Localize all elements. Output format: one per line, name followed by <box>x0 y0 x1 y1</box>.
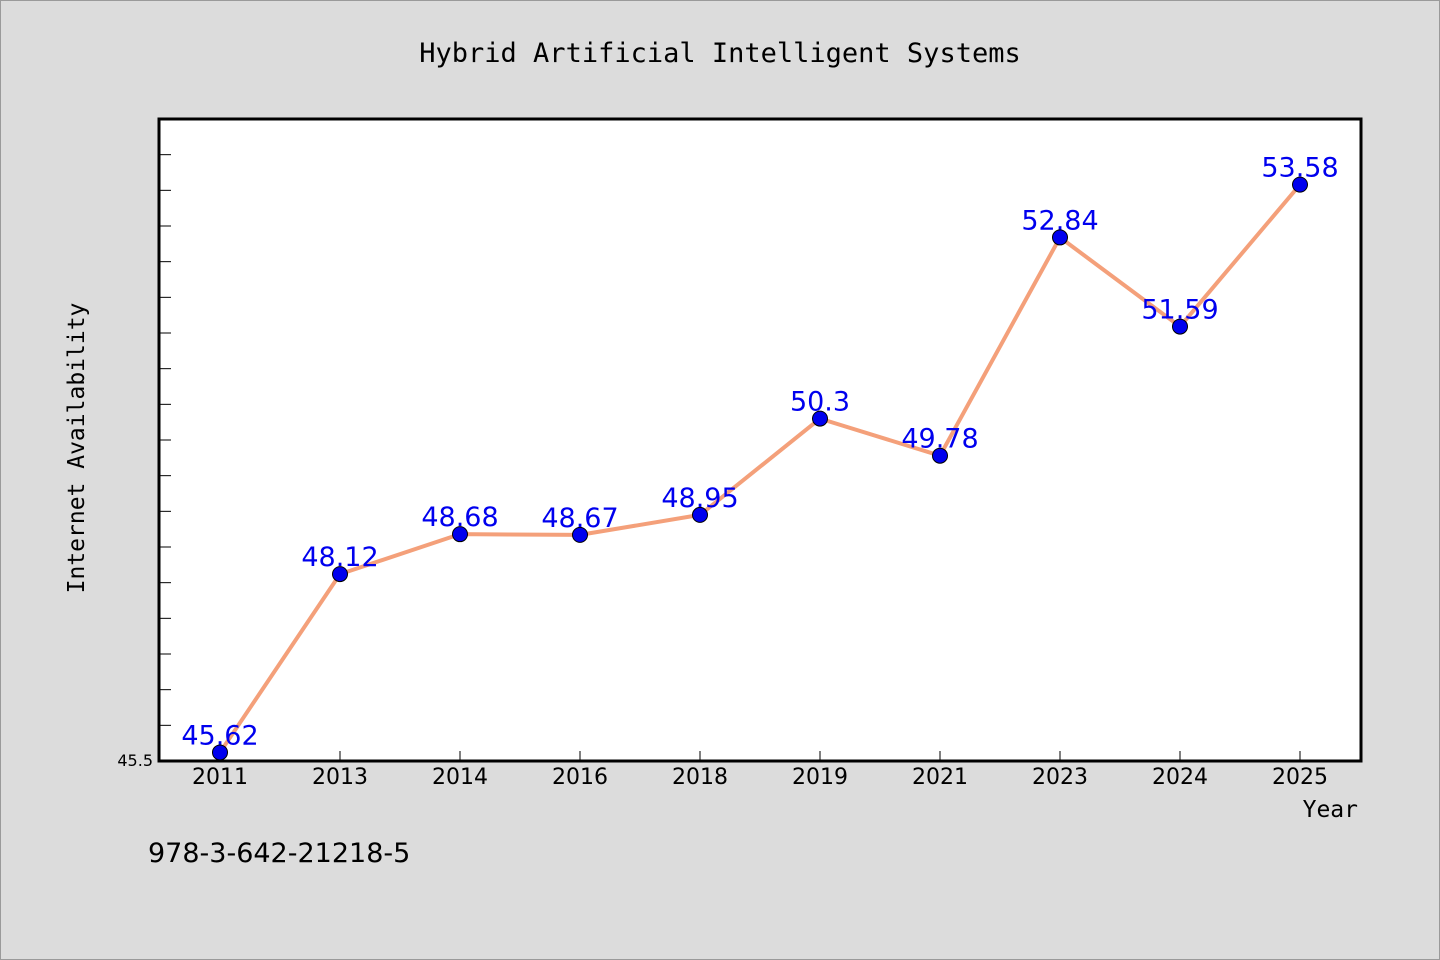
plot-area <box>157 117 1363 763</box>
x-tick-label: 2024 <box>1152 765 1208 790</box>
data-label: 52.84 <box>1021 205 1098 236</box>
isbn-annotation: 978-3-642-21218-5 <box>148 838 410 869</box>
data-label: 48.95 <box>661 483 738 514</box>
data-label: 48.67 <box>541 503 618 534</box>
data-point <box>452 526 468 543</box>
x-tick-label: 2014 <box>432 765 488 790</box>
data-point <box>332 566 348 583</box>
data-labels: 45.62 48.12 48.68 48.67 48.95 50.3 49.78 52.84 5… <box>181 153 1338 752</box>
x-tick-label: 2013 <box>312 765 368 790</box>
series-markers <box>212 176 1308 761</box>
data-label: 48.68 <box>421 502 498 533</box>
y-axis-ticks <box>159 154 171 762</box>
data-point <box>1292 176 1308 193</box>
x-tick-label: 2018 <box>672 765 728 790</box>
series-line <box>218 182 1302 755</box>
data-label: 51.59 <box>1141 295 1218 326</box>
data-label: 49.78 <box>901 424 978 455</box>
x-tick-label: 2019 <box>792 765 848 790</box>
x-tick-label: 2025 <box>1272 765 1328 790</box>
data-point <box>1052 229 1068 246</box>
data-label: 53.58 <box>1261 153 1338 184</box>
data-label: 50.3 <box>790 387 850 418</box>
data-point <box>692 506 708 523</box>
data-point <box>572 526 588 543</box>
y-tick-label: 45.5 <box>117 751 153 770</box>
data-label: 48.12 <box>301 542 378 573</box>
x-axis-label: Year <box>1303 797 1358 823</box>
x-tick-label: 2023 <box>1032 765 1088 790</box>
chart-title: Hybrid Artificial Intelligent Systems <box>419 38 1020 69</box>
x-tick-label: 2011 <box>192 765 248 790</box>
data-point <box>932 447 948 464</box>
x-tick-label: 2021 <box>912 765 968 790</box>
x-tick-label: 2016 <box>552 765 608 790</box>
x-tick-labels: 2011 2013 2014 2016 2018 2019 2021 2023 2024 2025 <box>192 765 1328 790</box>
data-point <box>212 744 228 761</box>
data-point <box>1172 318 1188 335</box>
data-point <box>812 410 828 427</box>
data-label: 45.62 <box>181 720 258 751</box>
y-axis-label: Internet Availability <box>64 303 90 594</box>
